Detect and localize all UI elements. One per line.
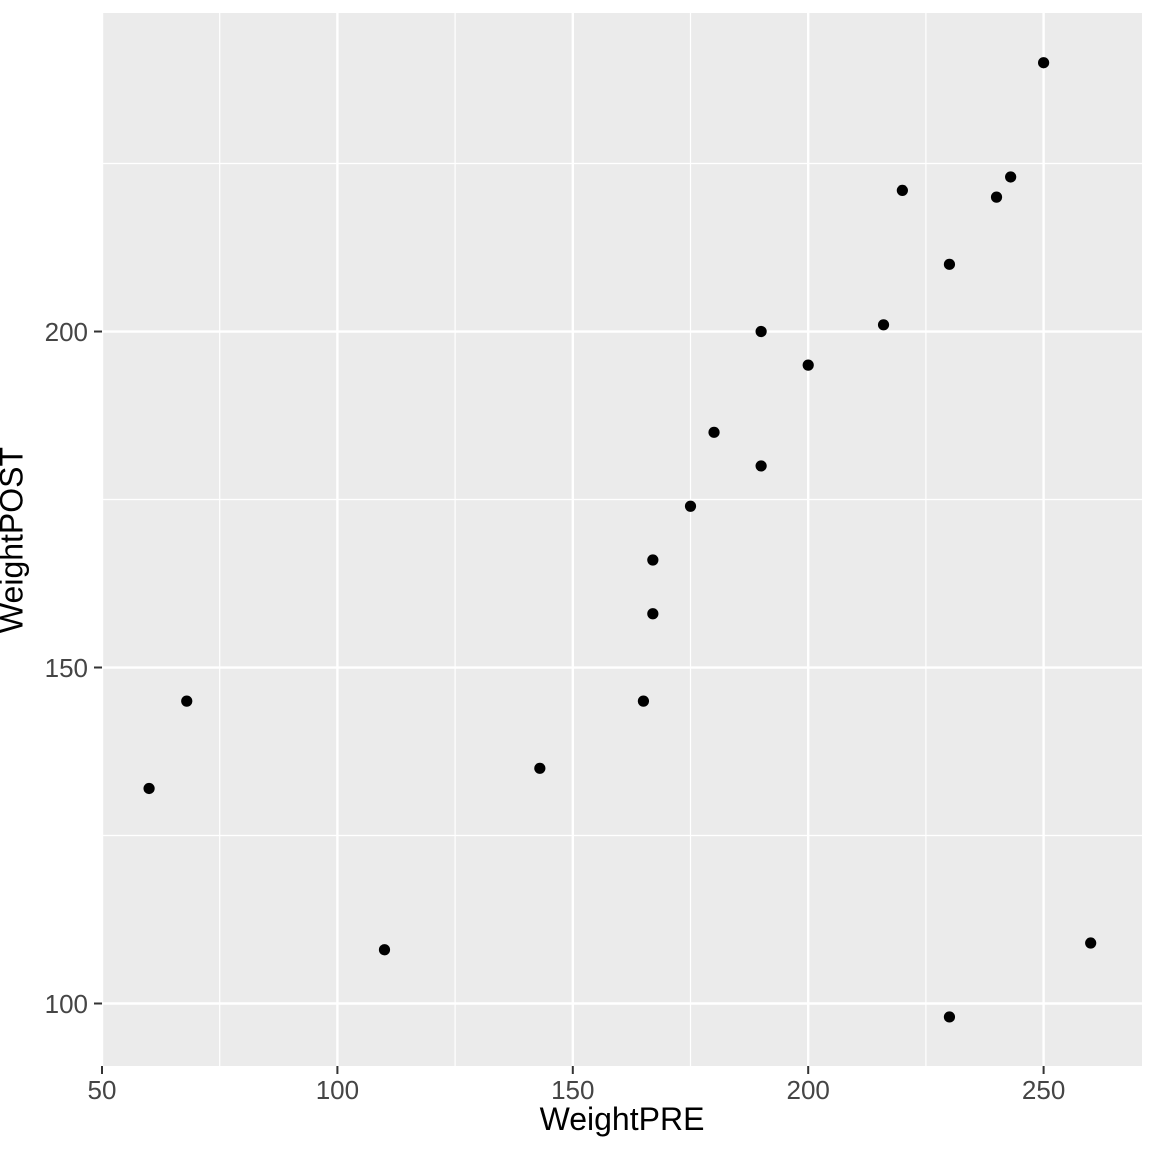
data-point <box>943 1011 956 1023</box>
data-point <box>637 695 650 707</box>
data-point <box>647 608 659 620</box>
data-point <box>684 500 697 512</box>
data-point <box>143 782 155 795</box>
x-axis-tick-label: 150 <box>551 1075 595 1105</box>
x-axis-tick-label: 50 <box>87 1075 117 1105</box>
data-point <box>647 554 659 566</box>
x-axis-title: WeightPRE <box>539 1101 705 1137</box>
data-point <box>1085 937 1097 949</box>
data-point <box>1038 57 1050 69</box>
data-point <box>378 944 391 956</box>
data-point <box>181 695 193 707</box>
data-point <box>943 258 956 270</box>
data-point <box>877 319 890 331</box>
y-axis-tick-label: 100 <box>44 988 88 1019</box>
data-point <box>896 184 908 197</box>
x-axis-tick-label: 250 <box>1021 1075 1066 1105</box>
data-point <box>755 325 767 338</box>
y-axis-tick-label: 200 <box>44 316 88 347</box>
x-axis-tick-label: 200 <box>786 1075 830 1105</box>
x-axis-tick-label: 100 <box>315 1075 360 1105</box>
data-point <box>990 191 1003 203</box>
plot-panel <box>102 13 1142 1066</box>
data-point <box>534 762 546 774</box>
data-point <box>755 460 767 472</box>
data-point <box>802 359 814 371</box>
y-axis-tick-label: 150 <box>44 652 88 683</box>
y-axis-title: WeightPOST <box>0 446 30 634</box>
data-point <box>708 426 720 438</box>
data-point <box>1005 171 1017 183</box>
